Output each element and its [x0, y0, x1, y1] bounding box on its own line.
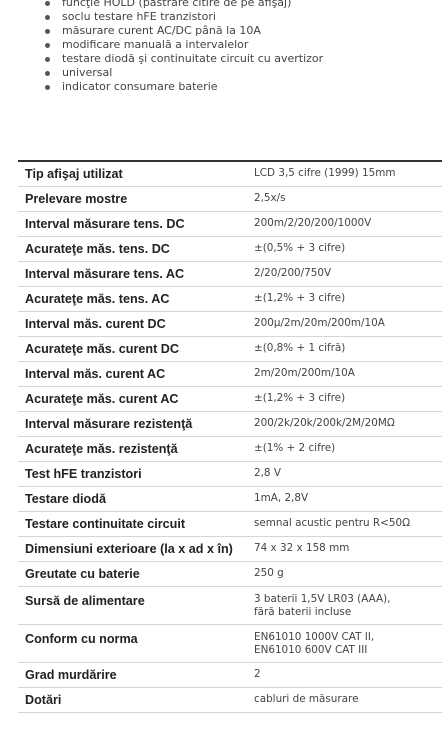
spec-label: Interval măsurare rezistenţă	[25, 416, 193, 431]
spec-row: Acurateţe măs. curent AC ±(1,2% + 3 cifre…	[18, 386, 442, 411]
bullet-icon	[45, 1, 50, 6]
feature-item: soclu testare hFE tranzistori	[45, 10, 444, 24]
spec-row: Interval măsurare rezistenţă 200/2k/20k/2…	[18, 411, 442, 436]
spec-label: Acurateţe măs. tens. AC	[25, 291, 170, 306]
spec-row: Prelevare mostre 2,5x/s	[18, 186, 442, 211]
spec-label: Prelevare mostre	[25, 191, 128, 206]
feature-item: universal	[45, 66, 444, 80]
spec-label: Acurateţe măs. tens. DC	[25, 241, 170, 256]
spec-row: Acurateţe măs. curent DC ±(0,8% + 1 cifră…	[18, 336, 442, 361]
spec-label: Tip afişaj utilizat	[25, 166, 123, 181]
spec-value: 2,8 V	[254, 467, 281, 479]
spec-value: 2	[254, 668, 261, 680]
spec-value: EN61010 1000V CAT II, EN61010 600V CAT II…	[247, 624, 442, 662]
spec-label: Testare diodă	[25, 491, 106, 506]
spec-value: 74 x 32 x 158 mm	[254, 542, 350, 554]
spec-label: Acurateţe măs. rezistenţă	[25, 441, 178, 456]
spec-label: Sursă de alimentare	[25, 593, 145, 608]
feature-text: funcţie HOLD (păstrare citire de pe afiş…	[62, 0, 292, 9]
feature-item: indicator consumare baterie	[45, 80, 444, 94]
spec-row: Conform cu norma EN61010 1000V CAT II, EN6…	[18, 624, 442, 662]
spec-value: ±(1% + 2 cifre)	[254, 442, 336, 454]
feature-text: măsurare curent AC/DC până la 10A	[62, 24, 261, 37]
spec-value: 2,5x/s	[254, 192, 286, 204]
feature-text: universal	[62, 66, 113, 79]
spec-label: Dotări	[25, 692, 62, 707]
spec-row: Dimensiuni exterioare (la x ad x în) 74 x…	[18, 536, 442, 561]
feature-text: testare diodă şi continuitate circuit cu…	[62, 52, 324, 65]
spec-row: Interval măs. curent DC 200µ/2m/20m/200m/…	[18, 311, 442, 336]
bullet-icon	[45, 29, 50, 34]
spec-row: Test hFE tranzistori 2,8 V	[18, 461, 442, 486]
spec-value: 250 g	[254, 567, 284, 579]
spec-row: Dotări cabluri de măsurare	[18, 687, 442, 712]
feature-text: soclu testare hFE tranzistori	[62, 10, 216, 23]
bullet-icon	[45, 43, 50, 48]
spec-value: 200/2k/20k/200k/2M/20MΩ	[254, 417, 395, 429]
spec-row: Greutate cu baterie 250 g	[18, 561, 442, 586]
spec-value: LCD 3,5 cifre (1999) 15mm	[254, 167, 396, 180]
spec-label: Interval măs. curent AC	[25, 366, 166, 381]
spec-label: Test hFE tranzistori	[25, 466, 142, 481]
spec-value: 3 baterii 1,5V LR03 (AAA), fără baterii i…	[247, 586, 442, 624]
spec-row: Acurateţe măs. tens. AC ±(1,2% + 3 cifre)	[18, 286, 442, 311]
spec-value: ±(0,5% + 3 cifre)	[254, 242, 346, 254]
spec-label: Testare continuitate circuit	[25, 516, 186, 531]
spec-table: Tip afişaj utilizat LCD 3,5 cifre (1999) …	[18, 160, 442, 713]
spec-value: ±(1,2% + 3 cifre)	[254, 292, 346, 304]
spec-row: Acurateţe măs. tens. DC ±(0,5% + 3 cifre)	[18, 236, 442, 261]
spec-value: ±(0,8% + 1 cifră)	[254, 342, 346, 354]
spec-row: Sursă de alimentare 3 baterii 1,5V LR03 (…	[18, 586, 442, 624]
feature-item: modificare manuală a intervalelor	[45, 38, 444, 52]
bullet-icon	[45, 85, 50, 90]
feature-item: funcţie HOLD (păstrare citire de pe afiş…	[45, 0, 444, 10]
spec-value: semnal acustic pentru R<50Ω	[254, 517, 411, 529]
spec-label: Interval măs. curent DC	[25, 316, 166, 331]
spec-label: Interval măsurare tens. DC	[25, 216, 185, 231]
feature-item: testare diodă şi continuitate circuit cu…	[45, 52, 444, 66]
spec-value: 2m/20m/200m/10A	[254, 367, 355, 379]
feature-list: funcţie HOLD (păstrare citire de pe afiş…	[0, 0, 444, 94]
spec-label: Acurateţe măs. curent AC	[25, 391, 179, 406]
bullet-icon	[45, 71, 50, 76]
spec-row: Testare diodă 1mA, 2,8V	[18, 486, 442, 511]
spec-value-line: EN61010 600V CAT III	[254, 643, 368, 656]
spec-value: 200µ/2m/20m/200m/10A	[254, 317, 385, 329]
feature-text: indicator consumare baterie	[62, 80, 218, 93]
spec-label: Acurateţe măs. curent DC	[25, 341, 179, 356]
spec-row: Tip afişaj utilizat LCD 3,5 cifre (1999) …	[18, 161, 442, 186]
spec-row: Grad murdărire 2	[18, 662, 442, 687]
spec-value-line: 3 baterii 1,5V LR03 (AAA),	[254, 592, 391, 605]
spec-row: Interval măsurare tens. AC 2/20/200/750V	[18, 261, 442, 286]
spec-value-line: EN61010 1000V CAT II,	[254, 630, 375, 643]
spec-value: 200m/2/20/200/1000V	[254, 217, 372, 229]
spec-value-line: fără baterii incluse	[254, 605, 352, 618]
spec-value: cabluri de măsurare	[254, 693, 359, 705]
spec-label: Grad murdărire	[25, 667, 117, 682]
spec-row: Interval măsurare tens. DC 200m/2/20/200/…	[18, 211, 442, 236]
bullet-icon	[45, 15, 50, 20]
spec-row: Testare continuitate circuit semnal acust…	[18, 511, 442, 536]
spec-value: 2/20/200/750V	[254, 267, 332, 279]
spec-label: Interval măsurare tens. AC	[25, 266, 185, 281]
spec-value: 1mA, 2,8V	[254, 492, 309, 504]
bullet-icon	[45, 57, 50, 62]
spec-row: Acurateţe măs. rezistenţă ±(1% + 2 cifre)	[18, 436, 442, 461]
feature-text: modificare manuală a intervalelor	[62, 38, 249, 51]
spec-label: Conform cu norma	[25, 631, 138, 646]
feature-item: măsurare curent AC/DC până la 10A	[45, 24, 444, 38]
spec-row: Interval măs. curent AC 2m/20m/200m/10A	[18, 361, 442, 386]
spec-label: Greutate cu baterie	[25, 566, 140, 581]
spec-label: Dimensiuni exterioare (la x ad x în)	[25, 541, 233, 556]
spec-value: ±(1,2% + 3 cifre)	[254, 392, 346, 404]
